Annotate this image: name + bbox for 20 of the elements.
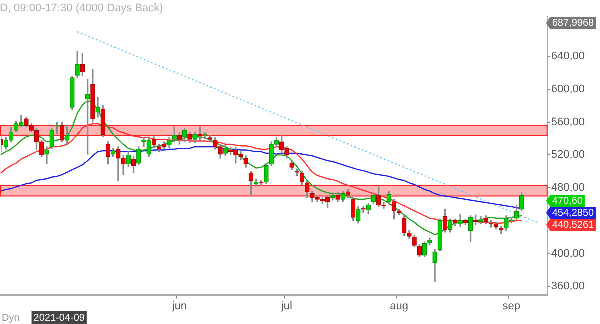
text: 2021-04-09 [34,312,86,324]
x-tick-label: aug [390,300,408,312]
text: 687,9968 [552,18,595,29]
y-tick-label: 600,00 [551,84,586,96]
y-tick-label: 480,00 [551,182,586,194]
text: 440,5261 [552,220,595,231]
chart-title: D, 09:00-17:30 (4000 Days Back) [0,2,164,15]
y-tick-label: 560,00 [551,116,586,128]
candlestick [361,206,366,213]
x-tick-label: jun [171,300,188,312]
candlestick [44,146,50,165]
text: 470,60 [552,196,584,207]
x-tick-label: jul [280,300,292,312]
y-tick-label: 400,00 [551,248,586,260]
y-tick-label: 360,00 [551,280,586,293]
y-tick-label: 520,00 [551,149,586,162]
x-tick-label: sep [502,300,520,312]
y-tick-label: 640,00 [551,50,586,63]
text: 454,2850 [552,208,595,219]
text: Dyn [2,312,20,324]
